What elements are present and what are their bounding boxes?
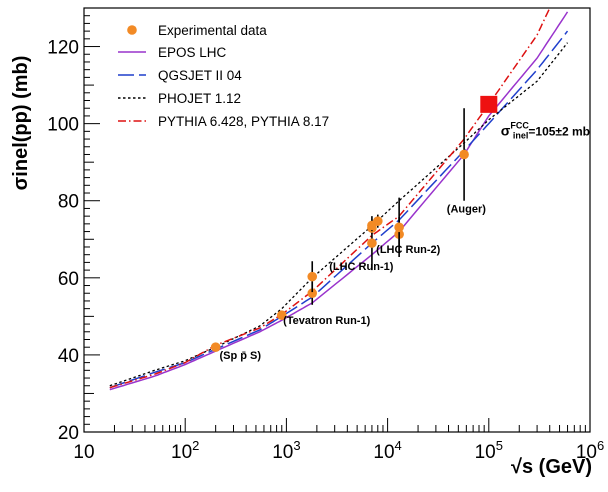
y-tick-label: 40 — [58, 346, 79, 367]
y-tick-label: 20 — [58, 423, 79, 444]
series-layer — [109, 8, 569, 391]
data-annotation: (LHC Run-1) — [329, 261, 393, 273]
legend-marker-experimental — [127, 25, 137, 35]
series-line-3 — [109, 42, 569, 387]
axes-layer: 10 102 103 104 105 106 20 40 60 80 100 120 — [47, 7, 604, 463]
data-point — [372, 216, 383, 226]
legend-label-experimental: Experimental data — [158, 23, 267, 38]
y-axis-title: σinel(pp) (mb) — [10, 56, 32, 191]
y-tick-label: 60 — [58, 269, 79, 290]
plot-frame — [83, 7, 591, 433]
y-tick-label: 100 — [47, 115, 79, 136]
data-point — [394, 222, 404, 233]
x-tick-label: 10 — [73, 442, 94, 463]
data-annotation: (Auger) — [447, 203, 486, 215]
x-tick-label: 106 — [576, 438, 604, 463]
data-point — [307, 271, 318, 282]
data-point — [459, 149, 469, 160]
data-point — [276, 310, 287, 321]
data-annotation: (Tevatron Run-1) — [283, 315, 371, 327]
x-tick-label: 103 — [272, 438, 300, 463]
x-axis-title: √s (GeV) — [511, 456, 592, 478]
data-annotation: (LHC Run-2) — [376, 244, 440, 256]
y-tick-label: 120 — [47, 38, 79, 59]
data-point — [210, 342, 221, 353]
legend-label-2: QGSJET II 04 — [158, 68, 242, 83]
series-line-2 — [109, 30, 569, 389]
annotations-layer: (Sp p̄ S) (Tevatron Run-1) (LHC Run-1) (LHC… — [219, 120, 590, 361]
fcc-point — [480, 95, 498, 113]
x-tick-label: 105 — [475, 438, 503, 463]
legend-label-3: PHOJET 1.12 — [158, 91, 241, 106]
series-line-4 — [109, 8, 551, 389]
x-tick-label: 102 — [171, 438, 199, 463]
y-tick-label: 80 — [58, 192, 79, 213]
legend-label-1: EPOS LHC — [158, 45, 227, 60]
data-point — [367, 238, 377, 248]
legend: Experimental data EPOS LHC QGSJET II 04 PHO… — [118, 23, 329, 129]
fcc-annotation: σFCC inel=105±2 mb — [501, 120, 590, 140]
data-point — [307, 288, 318, 299]
legend-label-4: PYTHIA 6.428, PYTHIA 8.17 — [158, 114, 329, 129]
x-tick-label: 104 — [373, 438, 401, 463]
data-annotation: (Sp p̄ S) — [219, 350, 261, 362]
points-layer — [210, 95, 498, 353]
